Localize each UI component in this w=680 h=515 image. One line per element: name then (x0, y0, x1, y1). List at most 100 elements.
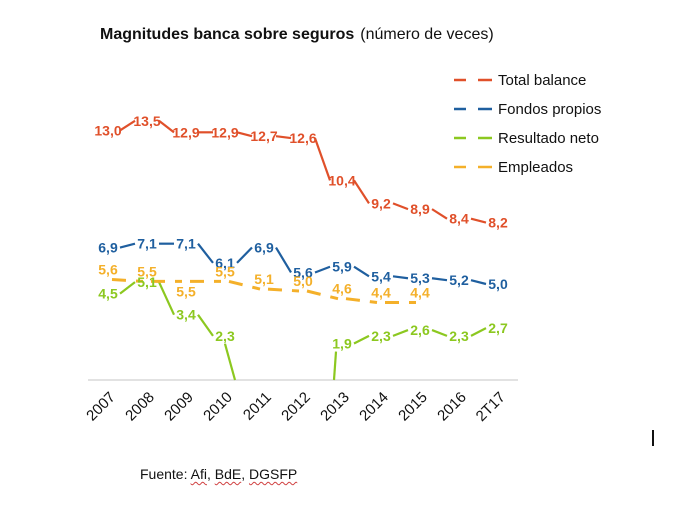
data-label: 5,5 (215, 263, 235, 279)
series-segment (275, 135, 292, 140)
legend: Total balance Fondos propios Resultado net… (454, 72, 601, 176)
data-label: 5,5 (137, 263, 157, 279)
series-segment (275, 246, 292, 274)
series-segment (313, 137, 332, 181)
legend-item: Total balance (454, 72, 586, 89)
x-tick-label: 2011 (240, 389, 275, 424)
series-segment (470, 279, 487, 286)
series-segment (236, 131, 253, 138)
x-axis-ticks: 2007 2008 2009 2010 2011 2012 2013 2014 2015 2016… (83, 389, 509, 425)
series-segment (119, 242, 136, 249)
data-label: 2,3 (371, 328, 391, 344)
series-segment (353, 179, 370, 204)
series-segment (197, 243, 214, 264)
series-segment (228, 279, 261, 291)
data-label: 8,9 (410, 201, 430, 217)
data-label: 12,9 (211, 124, 238, 140)
data-label: 7,1 (137, 236, 157, 252)
x-tick-label: 2014 (356, 389, 392, 425)
data-label: 3,4 (176, 307, 196, 323)
series-fondos-propios (119, 242, 487, 286)
series-resultado-neto (119, 281, 487, 381)
x-tick-label: 2015 (395, 389, 431, 425)
legend-item: Fondos propios (454, 101, 601, 118)
data-label: 5,1 (137, 274, 157, 290)
data-label: 5,0 (488, 276, 508, 292)
data-label: 1,9 (332, 336, 352, 352)
data-label: 13,5 (133, 113, 160, 129)
chart-title: Magnitudes banca sobre seguros (número de… (100, 26, 494, 43)
legend-label: Empleados (498, 159, 573, 176)
data-label: 8,4 (449, 211, 469, 227)
data-label: 5,1 (254, 271, 274, 287)
text-cursor (652, 430, 654, 446)
data-label: 5,6 (293, 264, 313, 280)
data-label: 2,7 (488, 320, 508, 336)
data-label: 5,0 (293, 273, 313, 289)
x-tick-label: 2T17 (473, 389, 509, 425)
source-item: DGSFP (248, 466, 298, 482)
series-total-balance (119, 119, 487, 224)
data-label: 5,9 (332, 259, 352, 275)
data-label: 6,9 (98, 240, 118, 256)
legend-label: Resultado neto (498, 130, 599, 147)
series-segment (236, 246, 253, 264)
series-segment (197, 314, 214, 337)
data-label: 4,4 (410, 285, 430, 301)
data-label: 4,5 (98, 286, 118, 302)
source-item: Afi (190, 466, 207, 482)
series-segment (119, 119, 136, 132)
data-label: 10,4 (328, 172, 355, 188)
x-tick-label: 2008 (122, 389, 158, 425)
series-segment (392, 275, 409, 280)
source-item: BdE (214, 466, 242, 482)
data-label: 5,6 (98, 261, 118, 277)
data-label: 4,4 (371, 285, 391, 301)
data-labels: 13,0 13,5 12,9 12,9 12,7 12,6 10,4 9,2 8,9 8,4 8,2… (94, 113, 508, 352)
data-label: 7,1 (176, 236, 196, 252)
series-segment (158, 119, 175, 134)
data-label: 13,0 (94, 122, 121, 138)
series-segment (470, 327, 487, 337)
series-segment (223, 343, 237, 381)
data-label: 12,6 (289, 130, 316, 146)
series-group (111, 119, 487, 381)
data-label: 5,5 (176, 283, 196, 299)
chart-title-main: Magnitudes banca sobre seguros (100, 26, 354, 43)
series-segment (332, 351, 338, 381)
series-segment (392, 202, 409, 211)
data-label: 6,9 (254, 240, 274, 256)
data-label: 8,2 (488, 215, 508, 231)
series-segment (306, 289, 339, 301)
series-segment (314, 265, 331, 274)
x-tick-label: 2013 (317, 389, 353, 425)
x-tick-label: 2007 (83, 389, 119, 425)
legend-label: Total balance (498, 72, 586, 89)
series-segment (431, 208, 448, 220)
x-tick-label: 2010 (200, 389, 236, 425)
series-segment (431, 329, 448, 337)
series-segment (353, 265, 370, 278)
x-tick-label: 2016 (434, 389, 470, 425)
series-segment (158, 281, 175, 316)
source-prefix: Fuente: (140, 466, 188, 482)
data-label: 2,3 (449, 328, 469, 344)
data-label: 5,4 (371, 268, 391, 284)
series-empleados (111, 277, 416, 305)
x-tick-label: 2012 (278, 389, 314, 425)
x-tick-label: 2009 (161, 389, 197, 425)
data-label: 9,2 (371, 195, 391, 211)
legend-item: Empleados (454, 159, 573, 176)
data-label: 4,6 (332, 281, 352, 297)
legend-item: Resultado neto (454, 130, 599, 147)
series-segment (111, 277, 144, 283)
series-segment (267, 287, 300, 293)
data-label: 2,3 (215, 328, 235, 344)
data-label: 6,1 (215, 255, 235, 271)
chart-subtitle: (número de veces) (360, 26, 493, 43)
series-segment (470, 217, 487, 224)
series-segment (345, 297, 378, 305)
series-segment (353, 334, 370, 345)
legend-label: Fondos propios (498, 101, 601, 118)
